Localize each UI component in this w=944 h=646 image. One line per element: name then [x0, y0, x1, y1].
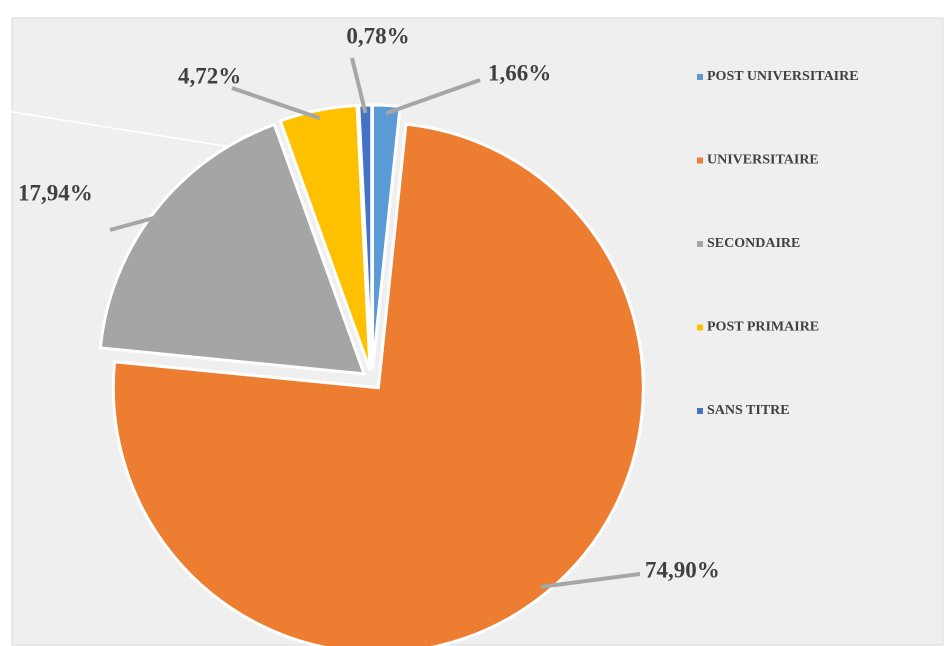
- pie-slice: [278, 103, 372, 371]
- data-label: 17,94%: [18, 180, 93, 205]
- pie-slice: [98, 122, 367, 376]
- leader-line: [350, 57, 368, 114]
- legend-marker: [697, 74, 703, 80]
- legend-label: SANS TITRE: [707, 403, 790, 418]
- legend-label: POST UNIVERSITAIRE: [707, 69, 859, 84]
- data-label: 1,66%: [488, 60, 551, 85]
- legend-label: POST PRIMAIRE: [707, 320, 819, 335]
- legend-label: UNIVERSITAIRE: [707, 153, 819, 168]
- legend-marker: [697, 241, 703, 247]
- data-label: 74,90%: [645, 557, 720, 582]
- legend-marker: [697, 324, 703, 331]
- legend-marker: [697, 157, 703, 164]
- data-label: 4,72%: [178, 63, 241, 88]
- legend-label: SECONDAIRE: [707, 236, 800, 251]
- leader-line: [109, 214, 162, 232]
- pie-slice: [111, 122, 645, 646]
- leader-line: [385, 78, 481, 116]
- leader-line: [231, 86, 321, 121]
- legend-marker: [697, 408, 703, 414]
- data-label: 0,78%: [346, 23, 409, 48]
- leader-line: [540, 572, 641, 589]
